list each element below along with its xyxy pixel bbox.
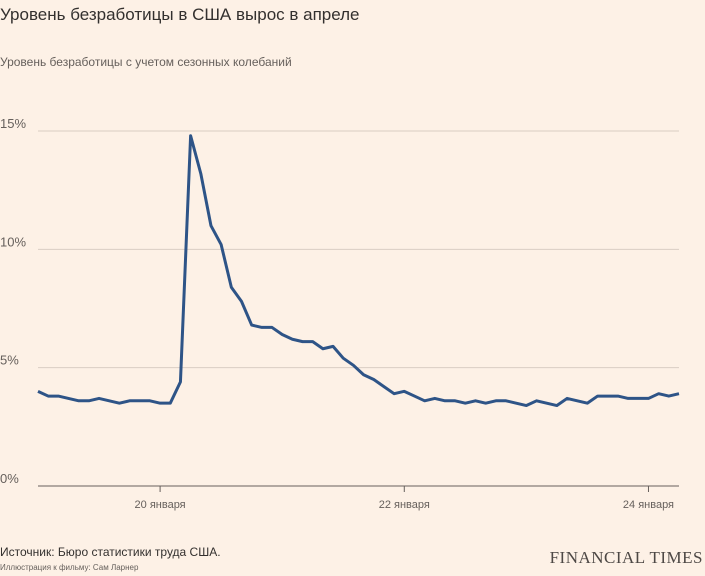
x-tick-label: 24 января	[623, 499, 674, 511]
y-tick-label: 0%	[0, 471, 19, 486]
y-tick-label: 5%	[0, 353, 19, 368]
x-tick-label: 20 января	[135, 499, 186, 511]
y-tick-label: 10%	[0, 234, 26, 249]
y-tick-label: 15%	[0, 116, 26, 131]
brand: FINANCIAL TIMES	[550, 548, 703, 567]
chart-title: Уровень безработицы в США вырос в апреле	[0, 5, 360, 24]
chart-subtitle: Уровень безработицы с учетом сезонных ко…	[0, 55, 292, 69]
credit: Иллюстрация к фильму: Сам Ларнер	[0, 563, 139, 572]
line	[37, 134, 680, 408]
source: Источник: Бюро статистики труда США.	[0, 545, 221, 559]
x-tick-label: 22 января	[379, 499, 430, 511]
